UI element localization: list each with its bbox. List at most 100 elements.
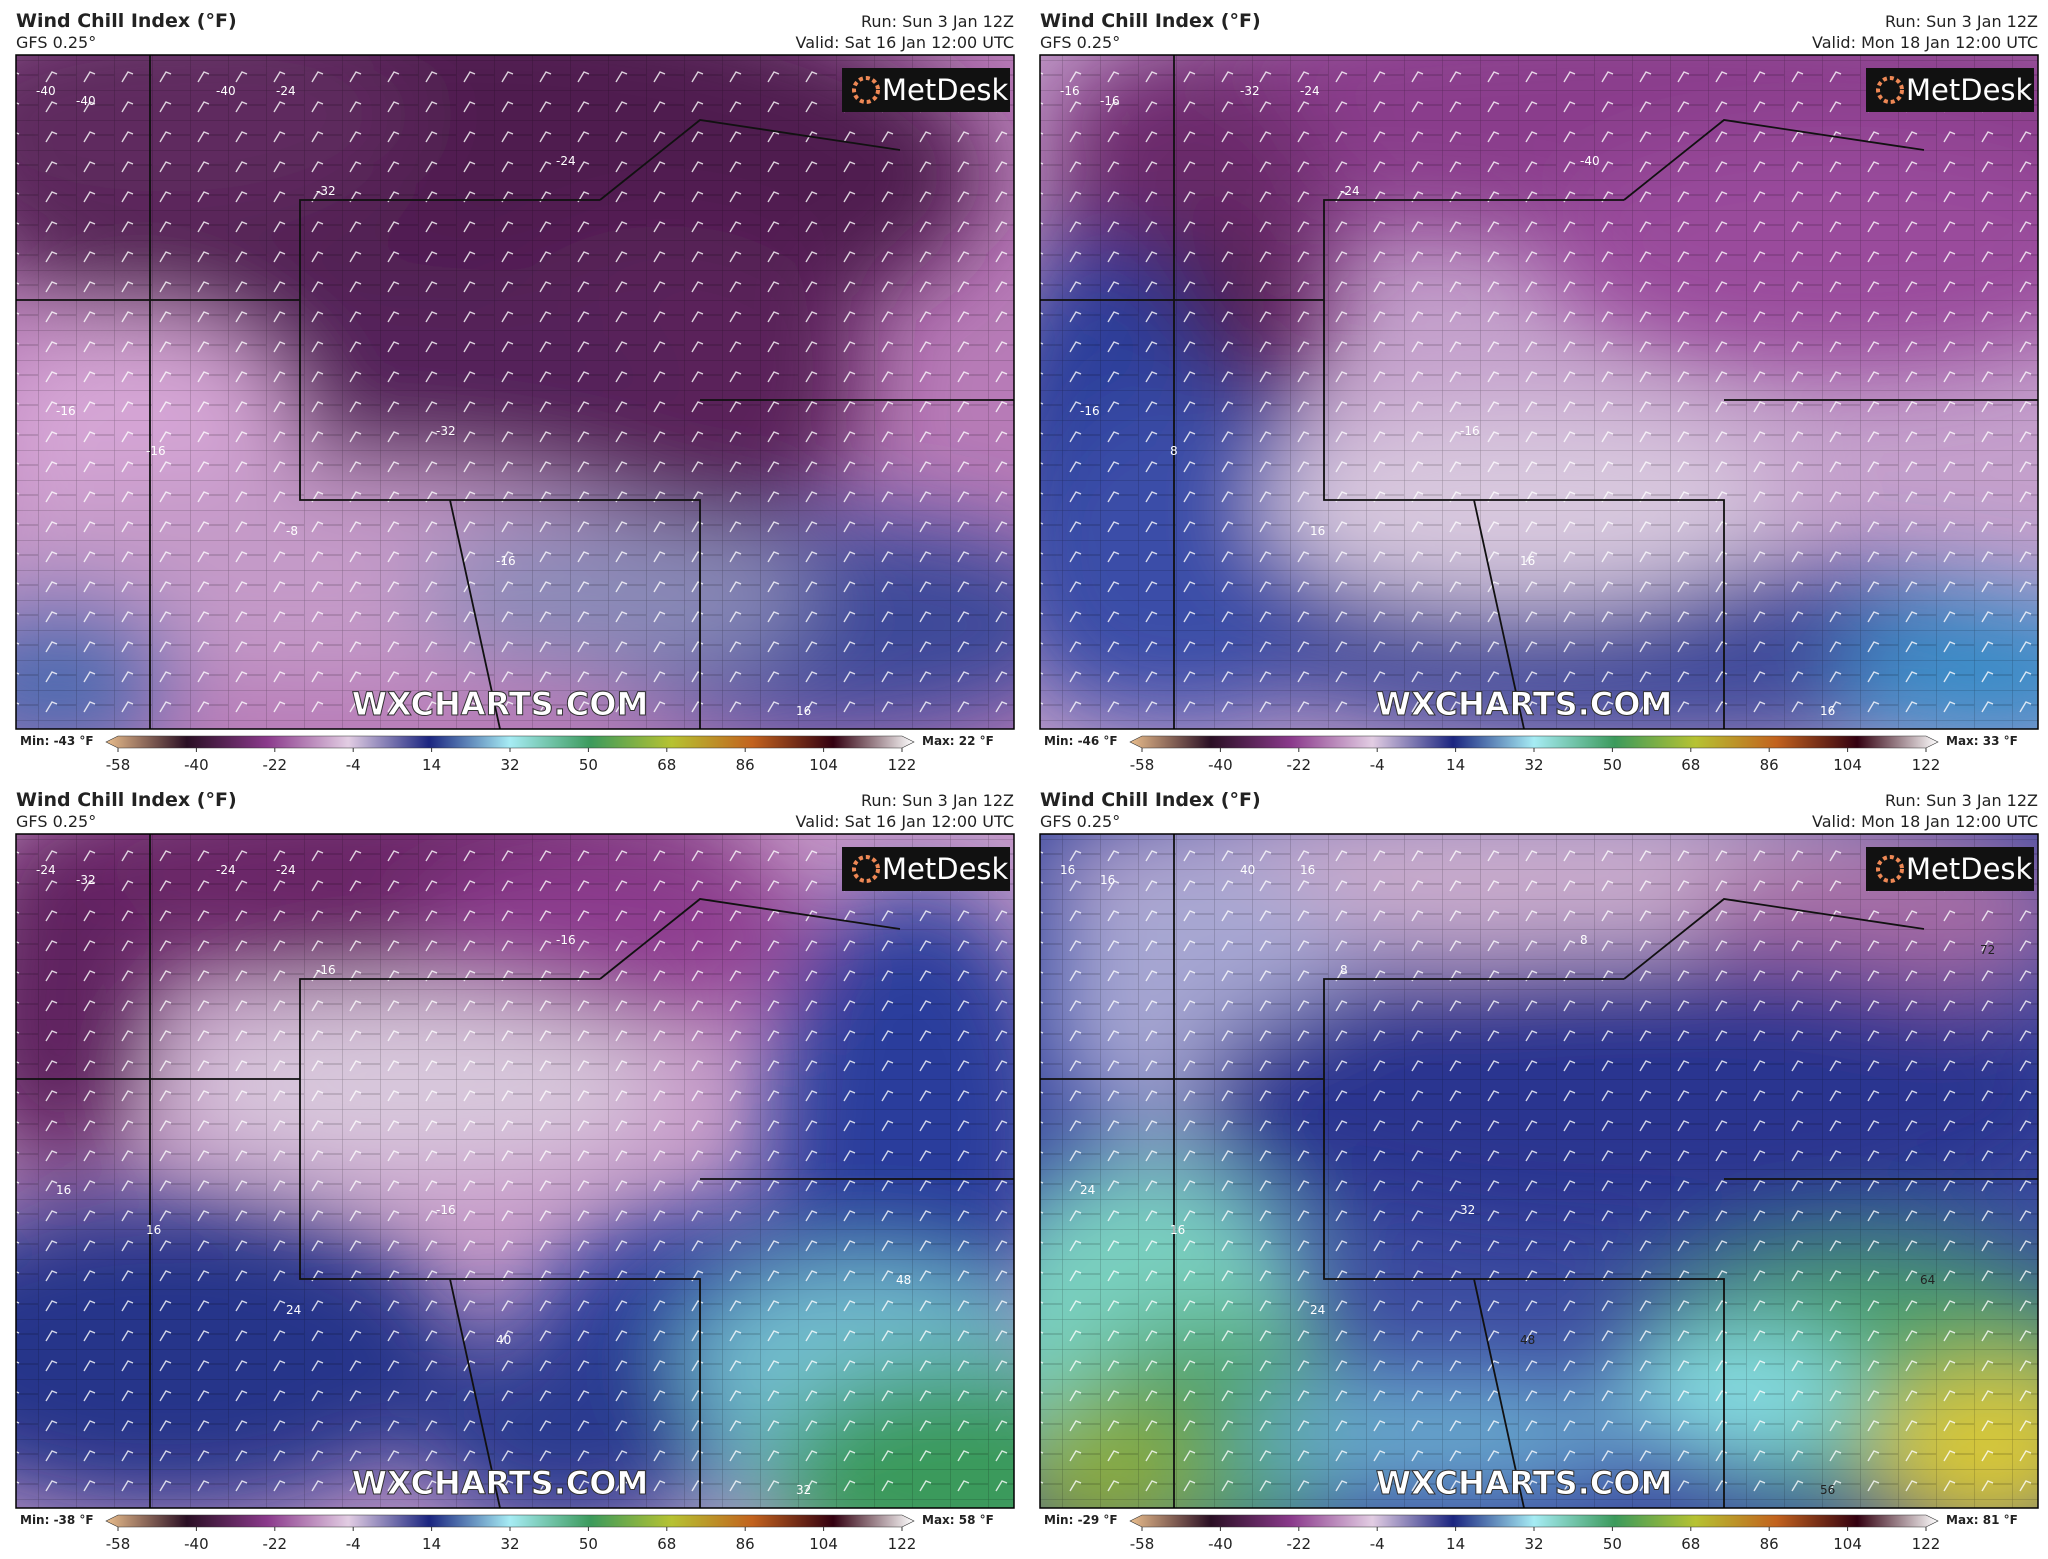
max-value: Max: 33 °F [1946,734,2018,748]
min-value: Min: -29 °F [1044,1513,1118,1527]
colorbar-tick-label: 104 [1833,1535,1862,1553]
panel-title: Wind Chill Index (°F) [1040,789,1261,811]
state-borders [16,55,1014,729]
colorbar-tick-label: 50 [1603,1535,1622,1553]
contour-label: 40 [496,1333,511,1347]
colorbar-tick-label: 104 [1833,756,1862,774]
model-name: GFS 0.25° [16,812,97,831]
contour-label: 16 [1100,873,1115,887]
colorbar-tick-label: 50 [579,756,598,774]
colorbar-tick-label: 50 [1603,756,1622,774]
map-area: -16 -16 -24 -24 -40 -32 -16 -16 8 16 16 16 [1040,55,2038,729]
contour-label: 16 [56,1183,71,1197]
max-value: Max: 81 °F [1946,1513,2018,1527]
contour-label: -24 [216,863,236,877]
contour-label: -24 [276,84,296,98]
colorbar-tick-label: -40 [184,756,209,774]
run-time: Run: Sun 3 Jan 12Z [860,12,1014,31]
contour-label: 16 [1310,524,1325,538]
colorbar-tick-label: -4 [346,1535,361,1553]
contour-label: 48 [896,1273,911,1287]
map: 16 16 16 8 8 40 32 24 16 24 48 56 64 72 MetDesk WXCHART… [1039,833,2039,1553]
colorbar-tick-label: -22 [1287,756,1312,774]
state-borders [16,834,1014,1508]
state-borders [1040,55,2038,729]
colorbar-tick-label: 32 [500,1535,519,1553]
contour-label: -24 [1300,84,1320,98]
model-name: GFS 0.25° [1040,33,1121,52]
colorbar-tick-label: 86 [1760,1535,1779,1553]
colorbar-tick-label: 122 [1912,756,1941,774]
colorbar-tick-label: -22 [1287,1535,1312,1553]
watermark: WXCHARTS.COM [352,1464,649,1502]
contour-label: -40 [216,84,236,98]
map-area: -24 -32 -24 -16 -16 -24 -16 16 16 24 40 32 48 [16,834,1014,1508]
watermark: WXCHARTS.COM [352,685,649,723]
colorbar-tick-label: -4 [1370,1535,1385,1553]
contour-label: 64 [1920,1273,1935,1287]
contour-label: -40 [76,94,96,108]
counties [16,834,1014,1508]
colorbar-tick-label: -4 [346,756,361,774]
map-panel: Wind Chill Index (°F) GFS 0.25° Run: Sun 3… [1024,779,2048,1558]
colorbar-tick-label: -40 [1208,1535,1233,1553]
colorbar-tick-label: 14 [422,756,441,774]
map: -40 -40 -24 -32 -24 -40 -32 -16 -16 -8 -16 16 MetDes… [15,54,1015,774]
contour-label: -16 [146,444,166,458]
logo-box [1866,847,2034,891]
colorbar-tick-label: -58 [1130,756,1155,774]
panel-title: Wind Chill Index (°F) [16,789,237,811]
colorbar-tick-label: 104 [809,1535,838,1553]
colorbar-tick-label: 32 [1524,1535,1543,1553]
map: -24 -32 -24 -16 -16 -24 -16 16 16 24 40 32 48 MetDesk… [15,833,1015,1553]
run-time: Run: Sun 3 Jan 12Z [1884,791,2038,810]
watermark: WXCHARTS.COM [1376,685,1673,723]
logo-box [842,847,1010,891]
contour-label: -32 [1240,84,1260,98]
contour-label: -40 [36,84,56,98]
contour-label: -16 [1460,424,1480,438]
colorbar-tick-label: 86 [736,756,755,774]
logo-icon [852,855,880,883]
colorbar [1129,735,1939,749]
contour-label: 8 [1580,933,1588,947]
max-value: Max: 22 °F [922,734,994,748]
contour-label: 16 [1820,704,1835,718]
logo-text: MetDesk [1906,73,2033,107]
contour-label: 40 [1240,863,1255,877]
counties [16,55,1014,729]
contour-label: -16 [1060,84,1080,98]
colorbar-tick-label: -58 [1130,1535,1155,1553]
contour-label: 32 [1460,1203,1475,1217]
contour-label: -24 [556,154,576,168]
panel-title: Wind Chill Index (°F) [16,10,237,32]
contour-label: 16 [1300,863,1315,877]
model-name: GFS 0.25° [1040,812,1121,831]
map-area: -40 -40 -24 -32 -24 -40 -32 -16 -16 -8 -16 16 [16,55,1014,729]
colorbar-tick-label: 32 [1524,756,1543,774]
contour-label: 8 [1340,963,1348,977]
contour-label: -24 [276,863,296,877]
logo-icon [1876,76,1904,104]
colorbar [105,735,915,749]
min-value: Min: -38 °F [20,1513,94,1527]
contour-label: -16 [1100,94,1120,108]
colorbar-tick-label: -4 [1370,756,1385,774]
contour-label: -16 [56,404,76,418]
logo-text: MetDesk [1906,852,2033,886]
map-panel: Wind Chill Index (°F) GFS 0.25° Run: Sun 3… [1024,0,2048,779]
contour-label: 16 [1170,1223,1185,1237]
run-time: Run: Sun 3 Jan 12Z [860,791,1014,810]
contour-label: 72 [1980,943,1995,957]
colorbar-tick-label: 14 [1446,1535,1465,1553]
colorbar-tick-label: 32 [500,756,519,774]
colorbar-tick-label: 104 [809,756,838,774]
colorbar-tick-label: -22 [263,1535,288,1553]
colorbar-tick-label: 68 [657,756,676,774]
contour-label: 24 [1080,1183,1095,1197]
contour-label: 16 [146,1223,161,1237]
min-value: Min: -43 °F [20,734,94,748]
colorbar [105,1514,915,1528]
contour-label: -40 [1580,154,1600,168]
